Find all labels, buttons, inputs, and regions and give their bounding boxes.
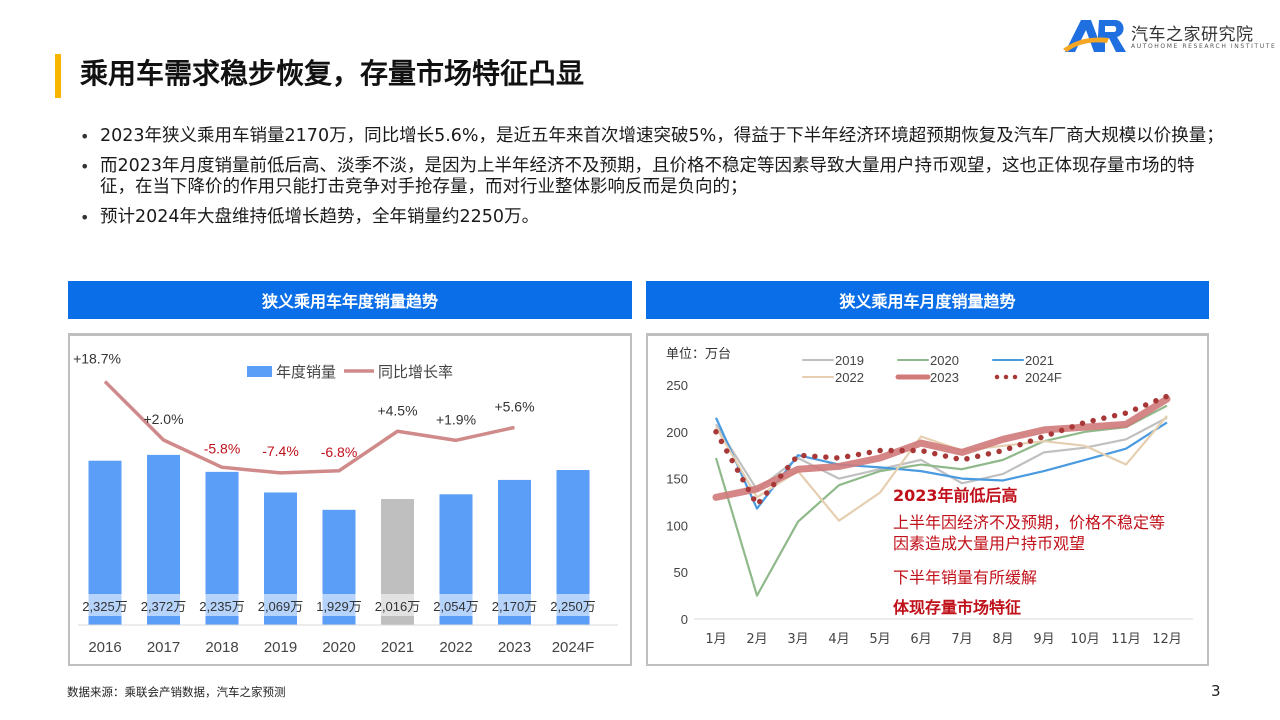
monthly-chart-title: 狭义乘用车月度销量趋势 [839,292,1016,311]
x-tick-label: 2月 [746,632,767,647]
bar-value-label: 2,235万 [199,599,245,614]
x-tick-label: 11月 [1111,632,1141,647]
growth-rate-label: +2.0% [143,411,183,427]
monthly-chart-header: 狭义乘用车月度销量趋势 [646,281,1209,319]
annotation-line-3: 下半年销量有所缓解 [893,568,1038,587]
bar-value-label: 2,250万 [550,599,596,614]
x-tick-label: 4月 [828,632,849,647]
x-tick-label: 2022 [439,639,472,656]
annotation-line-1: 上半年因经济不及预期，价格不稳定等 [893,513,1166,532]
annual-chart-panel: 2,325万 2,372万 2,235万 2,069万 1,929万 2,016万 2,05… [68,333,632,666]
legend-label-2019: 2019 [835,353,864,368]
brand-name-cn: 汽车之家研究院 [1131,25,1254,45]
annotation-conclusion: 体现存量市场特征 [893,598,1022,617]
x-tick-label: 2020 [322,639,355,656]
y-tick-label: 250 [666,378,688,393]
series-line-2024F [713,393,1170,510]
monthly-sales-chart: 单位：万台 0 50 100 150 200 250 1月 2月 3月 4月 5月 6月 7月 8月 9月 10… [666,347,1193,647]
x-tick-label: 2016 [88,639,121,656]
x-tick-label: 10月 [1070,632,1100,647]
x-tick-label: 12月 [1152,632,1182,647]
x-tick-label: 6月 [910,632,931,647]
x-tick-label: 1月 [705,632,726,647]
y-tick-label: 150 [666,472,688,487]
legend-label-2022: 2022 [835,370,864,385]
growth-rate-label: -5.8% [204,440,241,456]
series-line-2020 [714,404,1168,597]
title-accent-bar [55,54,61,98]
growth-rate-label: -6.8% [321,444,358,460]
page-number: 3 [1211,682,1221,700]
x-tick-label: 2018 [205,639,238,656]
y-tick-label: 0 [681,612,688,627]
x-tick-label: 2023 [498,639,531,656]
y-tick-label: 50 [674,565,688,580]
legend-label-2020: 2020 [930,353,959,368]
annotation-headline: 2023年前低后高 [893,486,1018,505]
legend-label-2024F: 2024F [1025,370,1062,385]
y-tick-label: 100 [666,518,688,533]
bullet-item: 而2023年月度销量前低后高、淡季不淡，是因为上半年经济不及预期，且价格不稳定等… [76,156,1226,198]
bullet-item: 预计2024年大盘维持低增长趋势，全年销量约2250万。 [76,207,1226,228]
y-tick-label: 200 [666,425,688,440]
legend-label-2021: 2021 [1025,353,1054,368]
x-tick-label: 8月 [992,632,1013,647]
legend-label-annual-sales: 年度销量 [276,363,336,381]
annual-chart-title: 狭义乘用车年度销量趋势 [261,292,438,311]
value-label-band [78,594,618,616]
page-title: 乘用车需求稳步恢复，存量市场特征凸显 [80,57,585,90]
series-line-2021 [714,417,1168,510]
x-tick-label: 5月 [869,632,890,647]
annual-chart-header: 狭义乘用车年度销量趋势 [68,281,632,319]
brand-name-en: AUTOHOME RESEARCH INSTITUTE [1131,43,1277,50]
growth-rate-label: -7.4% [262,443,299,459]
bar-value-label: 2,325万 [82,599,128,614]
bar-value-label: 2,054万 [433,599,479,614]
x-tick-label: 3月 [787,632,808,647]
x-tick-label: 7月 [951,632,972,647]
x-tick-label: 2021 [381,639,414,656]
growth-rate-label: +1.9% [436,411,476,427]
bullet-list: 2023年狭义乘用车销量2170万，同比增长5.6%，是近五年来首次增速突破5%… [76,126,1226,237]
ar-logo-icon [1063,20,1126,52]
annotation-line-2: 因素造成大量用户持币观望 [893,534,1086,553]
bar-value-label: 2,170万 [492,599,538,614]
x-tick-label: 2019 [264,639,297,656]
x-tick-label: 2024F [552,639,595,656]
growth-rate-line [103,380,515,475]
legend-label-2023: 2023 [930,370,959,385]
series-line-2023 [712,395,1171,501]
data-source-note: 数据来源：乘联会产销数据，汽车之家预测 [67,685,286,699]
brand-logo: 汽车之家研究院 AUTOHOME RESEARCH INSTITUTE [1063,16,1277,56]
annual-sales-chart: 2,325万 2,372万 2,235万 2,069万 1,929万 2,016万 2,05… [73,351,618,656]
bullet-item: 2023年狭义乘用车销量2170万，同比增长5.6%，是近五年来首次增速突破5%… [76,126,1226,147]
bar-value-label: 2,372万 [141,599,187,614]
monthly-chart-panel: 单位：万台 0 50 100 150 200 250 1月 2月 3月 4月 5月 6月 7月 8月 9月 10… [646,333,1209,666]
y-axis-unit-label: 单位：万台 [666,347,731,362]
growth-rate-label: +4.5% [377,402,417,418]
growth-rate-label: +18.7% [73,351,121,367]
legend-label-growth-rate: 同比增长率 [378,363,453,381]
bar-value-label: 2,069万 [258,599,304,614]
bar-value-label: 2,016万 [375,599,421,614]
x-tick-label: 9月 [1033,632,1054,647]
growth-rate-label: +5.6% [494,398,534,414]
legend-swatch-annual-sales [247,366,272,377]
x-tick-label: 2017 [147,639,180,656]
bar-value-label: 1,929万 [316,599,362,614]
